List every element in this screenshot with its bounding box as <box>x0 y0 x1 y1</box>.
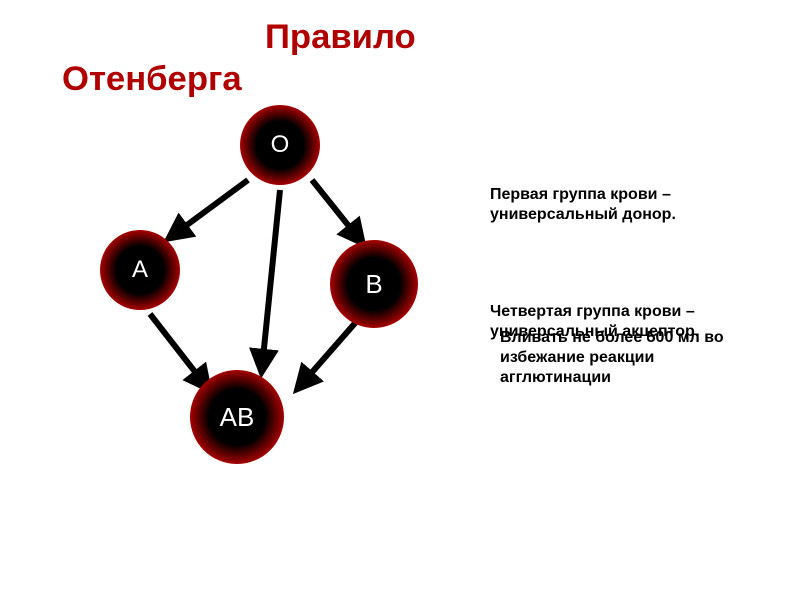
node-label-ab: AB <box>220 402 255 433</box>
text-donor: Первая группа крови – универсальный доно… <box>490 185 750 225</box>
node-b: B <box>330 240 418 328</box>
text-warning: Вливать не более 500 мл во избежание реа… <box>500 328 760 388</box>
node-label-b: B <box>365 269 382 300</box>
edge-o-a <box>172 180 248 236</box>
node-o: O <box>240 105 320 185</box>
edge-o-ab <box>262 190 280 368</box>
edge-b-ab <box>300 322 356 386</box>
node-label-a: A <box>132 256 148 284</box>
edge-o-b <box>312 180 360 240</box>
title-line-2: Отенберга <box>62 60 242 99</box>
node-a: A <box>100 230 180 310</box>
edge-a-ab <box>150 314 206 386</box>
node-label-o: O <box>271 131 290 159</box>
title-line-1: Правило <box>265 18 416 57</box>
node-ab: AB <box>190 370 284 464</box>
